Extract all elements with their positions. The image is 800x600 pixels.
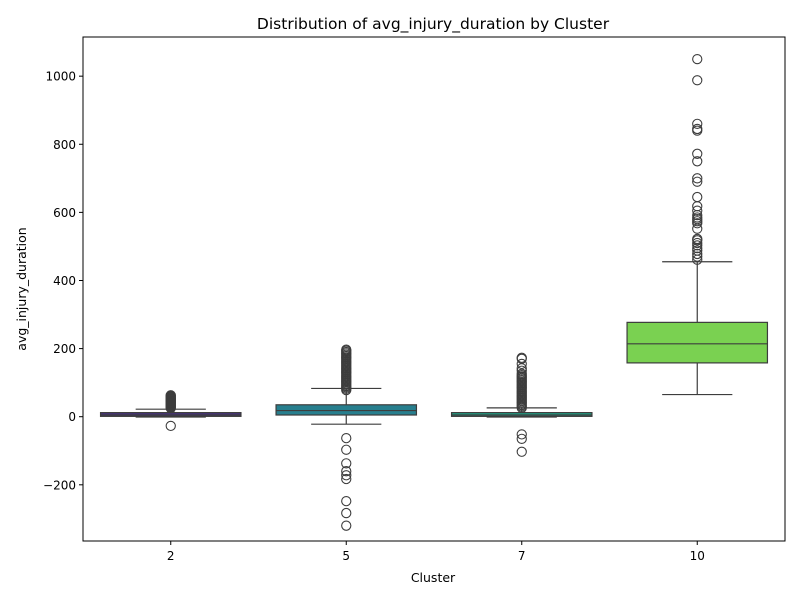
outlier-point [692, 118, 703, 129]
outlier-point [692, 75, 703, 86]
chart-title: Distribution of avg_injury_duration by C… [257, 15, 610, 34]
plot-area [99, 53, 769, 531]
outlier-point [516, 358, 527, 370]
outlier-point [692, 233, 703, 245]
x-tick-label: 2 [167, 549, 175, 563]
outlier-point [692, 53, 703, 65]
outlier-point [341, 470, 352, 481]
plot-frame [82, 36, 786, 542]
outlier-point [692, 148, 703, 159]
y-tick-label: 400 [53, 274, 76, 288]
outlier-point [341, 496, 352, 507]
outlier-point [341, 433, 352, 444]
outlier-point [692, 191, 703, 203]
box-iqr [626, 321, 769, 364]
box-group-7 [450, 352, 593, 457]
outlier-point [341, 458, 352, 469]
outlier-point [165, 390, 176, 401]
y-tick-label: 800 [53, 138, 76, 152]
y-tick-label: 0 [68, 410, 76, 424]
outlier-point [516, 352, 527, 363]
outlier-point [692, 212, 703, 223]
outlier-point [692, 176, 703, 187]
y-tick-label: −200 [43, 478, 76, 492]
outlier-point [692, 237, 703, 249]
y-axis-label: avg_injury_duration [14, 227, 29, 350]
outlier-point [692, 248, 703, 260]
outlier-point [341, 344, 352, 355]
outlier-point [341, 473, 352, 485]
outlier-point [692, 156, 703, 167]
outlier-point [516, 368, 527, 379]
y-tick-label: 200 [53, 342, 76, 356]
outlier-point [516, 429, 527, 440]
outlier-point [516, 446, 527, 457]
box-group-5 [275, 344, 418, 531]
box-group-10 [626, 53, 769, 396]
axes: −200 0 200 400 600 800 1000 2 5 7 10 [43, 70, 705, 563]
outlier-point [341, 466, 352, 477]
outlier-point [341, 444, 352, 455]
outlier-point [692, 205, 703, 216]
box-group-2 [99, 390, 242, 432]
x-axis-label: Cluster [411, 570, 456, 585]
outlier-point [692, 245, 703, 256]
outlier-point [165, 420, 176, 432]
outlier-point [692, 173, 703, 184]
x-tick-label: 7 [518, 549, 526, 563]
outlier-point [516, 365, 527, 376]
outlier-point [341, 520, 352, 531]
x-tick-label: 5 [342, 549, 350, 563]
x-tick-label: 10 [690, 549, 705, 563]
outlier-point [692, 240, 703, 251]
outlier-point [692, 123, 703, 135]
y-tick-label: 1000 [45, 70, 76, 84]
outlier-point [692, 251, 703, 262]
outlier-point [341, 507, 352, 519]
box-iqr [275, 404, 418, 416]
outlier-point [516, 433, 527, 444]
y-tick-label: 600 [53, 206, 76, 220]
